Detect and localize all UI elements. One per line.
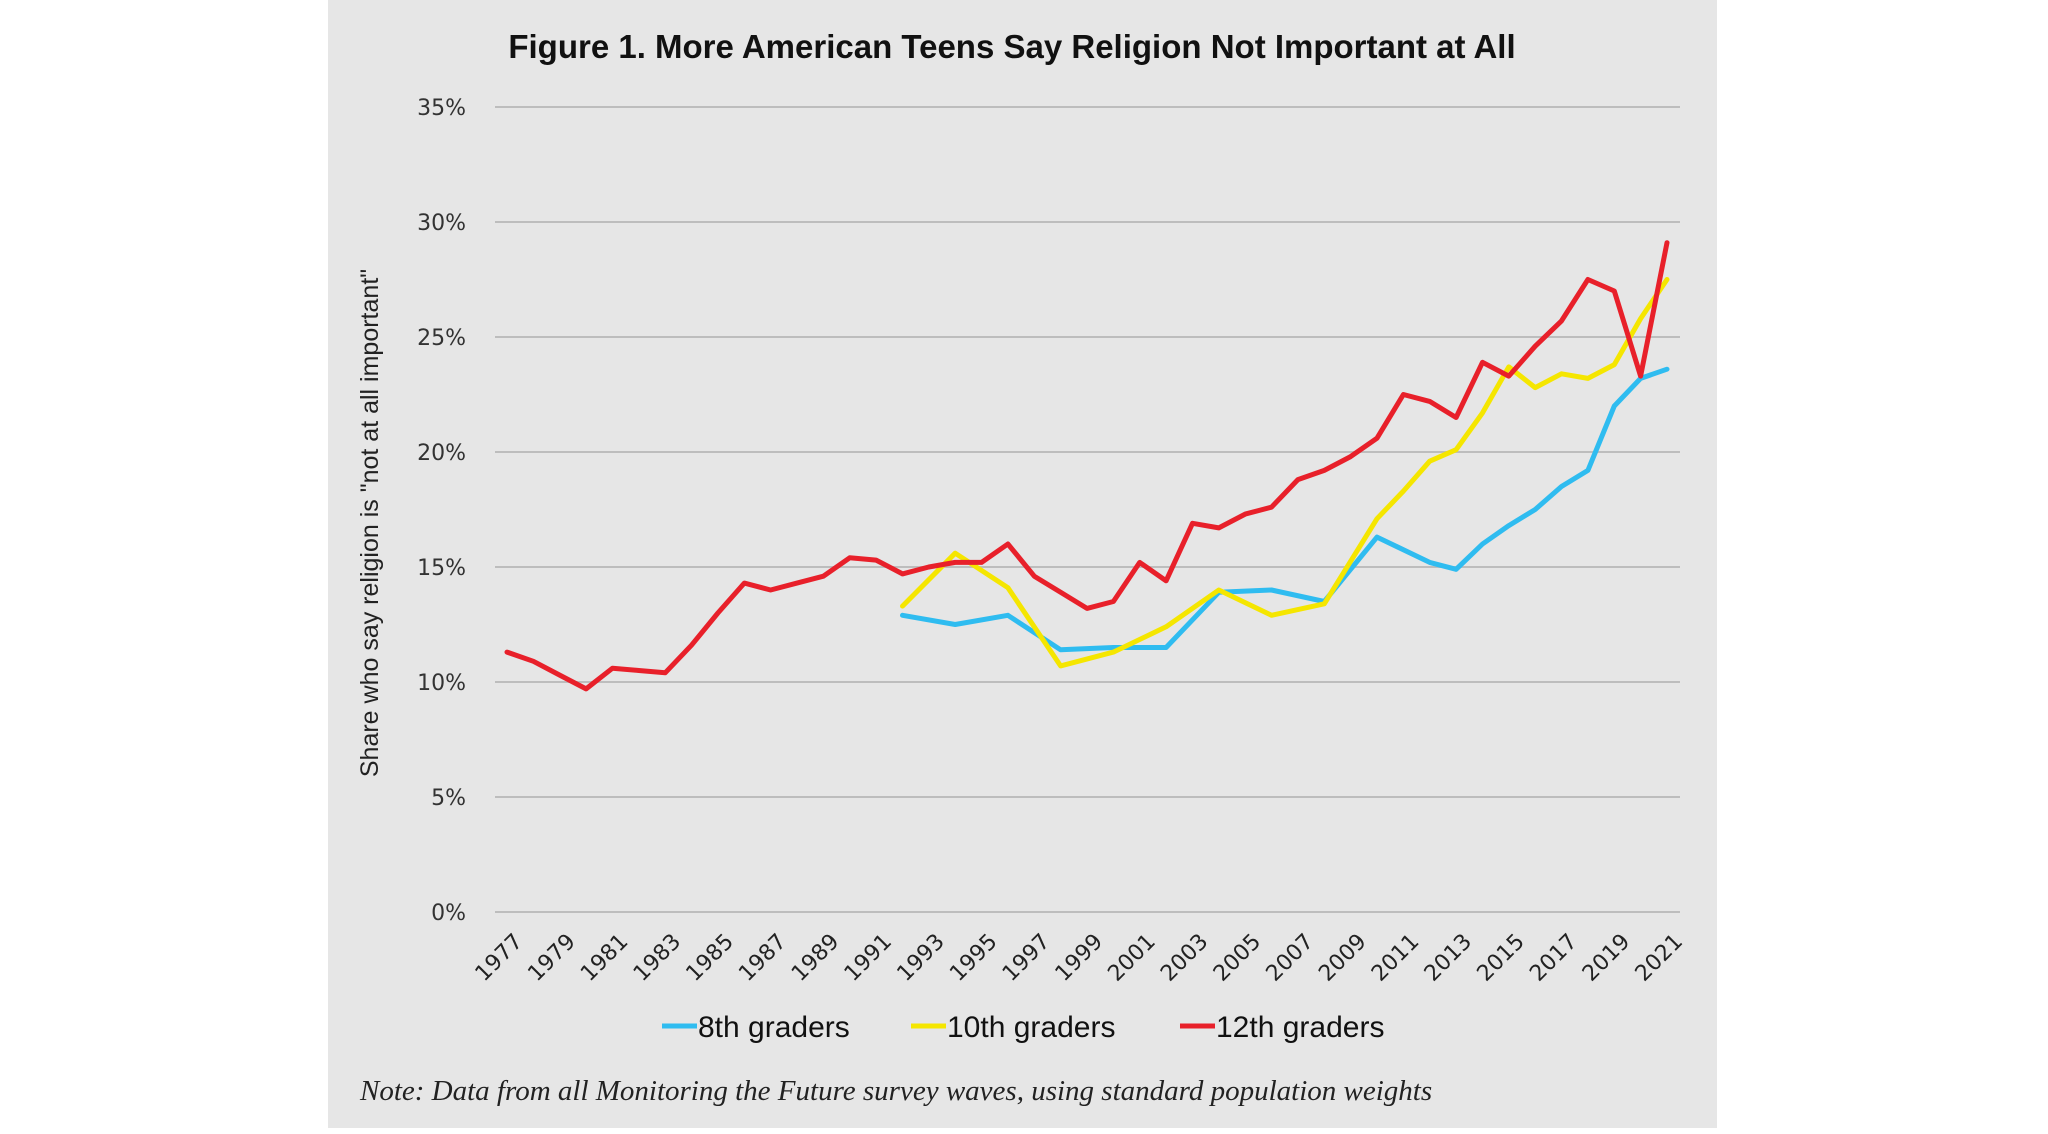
x-tick-label: 2003: [1156, 929, 1213, 986]
y-tick-label: 35%: [417, 96, 466, 121]
y-tick-label: 15%: [417, 556, 466, 581]
y-tick-label: 25%: [417, 326, 466, 351]
x-tick-label: 2009: [1314, 929, 1371, 986]
x-tick-label: 2021: [1631, 929, 1688, 986]
x-axis-ticks: 1977197919811983198519871989199119931995…: [471, 929, 1688, 986]
legend-label: 8th graders: [698, 1011, 850, 1044]
series-line-8th-graders: [900, 366, 1670, 653]
y-tick-label: 5%: [431, 786, 466, 811]
y-tick-label: 0%: [431, 901, 466, 926]
x-tick-label: 2015: [1473, 929, 1530, 986]
legend-label: 10th graders: [947, 1011, 1115, 1044]
x-tick-label: 2007: [1262, 929, 1319, 986]
legend: 8th graders 10th graders 12th graders: [662, 1011, 1384, 1044]
x-tick-label: 1987: [734, 929, 791, 986]
legend-label: 12th graders: [1216, 1011, 1384, 1044]
x-tick-label: 1983: [629, 929, 686, 986]
legend-item: 8th graders: [662, 1011, 850, 1044]
x-tick-label: 1991: [840, 929, 897, 986]
x-tick-label: 1981: [576, 929, 633, 986]
x-tick-label: 1997: [998, 929, 1055, 986]
y-axis-ticks: 0% 5% 10% 15% 20% 25% 30% 35%: [417, 96, 466, 926]
y-axis-label: Share who say religion is "not at all im…: [356, 269, 384, 777]
x-tick-label: 1985: [682, 929, 739, 986]
series-lines: [504, 240, 1670, 692]
x-tick-label: 1993: [893, 929, 950, 986]
legend-item: 12th graders: [1180, 1011, 1384, 1044]
y-tick-label: 30%: [417, 211, 466, 236]
chart-title: Figure 1. More American Teens Say Religi…: [508, 28, 1515, 65]
x-tick-label: 2005: [1209, 929, 1266, 986]
x-tick-label: 2001: [1103, 929, 1160, 986]
x-tick-label: 1979: [523, 929, 580, 986]
y-tick-label: 20%: [417, 441, 466, 466]
chart-note: Note: Data from all Monitoring the Futur…: [359, 1075, 1432, 1107]
x-tick-label: 1989: [787, 929, 844, 986]
x-tick-label: 1977: [471, 929, 528, 986]
x-tick-label: 2019: [1578, 929, 1635, 986]
x-tick-label: 1995: [945, 929, 1002, 986]
x-tick-label: 1999: [1051, 929, 1108, 986]
legend-item: 10th graders: [911, 1011, 1115, 1044]
x-tick-label: 2017: [1525, 929, 1582, 986]
y-tick-label: 10%: [417, 671, 466, 696]
x-tick-label: 2011: [1367, 929, 1424, 986]
gridlines: [495, 106, 1680, 913]
series-line-12th-graders: [504, 240, 1670, 692]
x-tick-label: 2013: [1420, 929, 1477, 986]
